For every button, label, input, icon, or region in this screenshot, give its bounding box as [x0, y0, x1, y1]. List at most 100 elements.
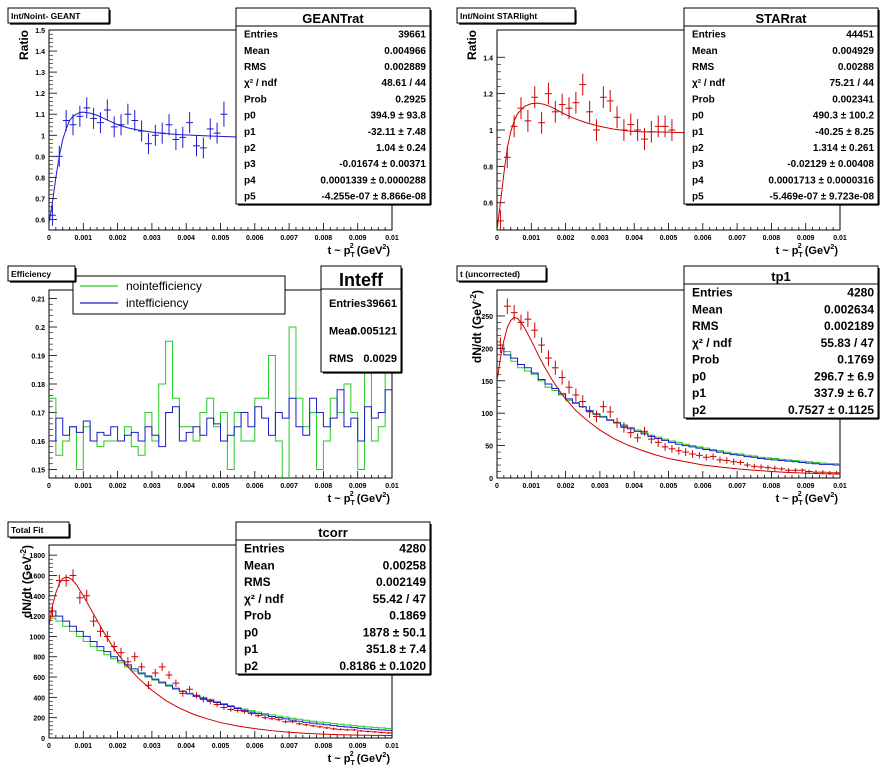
x-tick-label: 0.009	[349, 483, 367, 490]
x-tick-label: 0.01	[385, 483, 399, 490]
stats-frame	[235, 521, 431, 675]
x-tick-label: 0.007	[728, 483, 746, 490]
stats-value: 1.314 ± 0.261	[813, 143, 875, 154]
stats-label: p1	[692, 386, 706, 400]
chart-pad-3: 0 0.001 0.002 0.003 0.004 0.005 0.006 0.007 0.00…	[456, 265, 880, 507]
x-tick-label: 0.004	[177, 235, 195, 242]
y-tick-label: 250	[481, 314, 493, 321]
y-tick-label: 0.18	[31, 382, 45, 389]
stats-value: 0.1869	[389, 609, 426, 623]
y-axis-label: dN/dt (GeV-2)	[19, 545, 34, 618]
stats-label: RMS	[244, 575, 271, 589]
x-axis-label: t ~ pT2 (GeV2)	[776, 243, 839, 259]
x-tick-label: 0.007	[728, 235, 746, 242]
y-tick-label: 1.1	[35, 112, 45, 119]
stats-value: -32.11 ± 7.48	[368, 127, 427, 138]
x-tick-label: 0.001	[75, 483, 93, 490]
x-tick-label: 0.001	[75, 743, 93, 750]
y-tick-label: 1000	[29, 634, 45, 641]
y-tick-label: 1.2	[35, 91, 45, 98]
legend-label: intefficiency	[126, 296, 188, 310]
stats-value: -4.255e-07 ± 8.866e-08	[322, 192, 427, 203]
stats-label: Prob	[692, 353, 719, 367]
stats-value: 0.0001339 ± 0.0000288	[320, 175, 426, 186]
stats-value: 75.21 / 44	[830, 78, 875, 89]
stats-box: tp1 Entries 4280 Mean 0.002634 RMS 0.002189 χ² …	[683, 265, 880, 420]
stats-value: 55.83 / 47	[821, 336, 875, 350]
stats-title: Inteff	[339, 270, 384, 290]
stats-value: 48.61 / 44	[382, 78, 427, 89]
legend-label: nointefficiency	[126, 279, 202, 293]
x-tick-label: 0.008	[315, 743, 333, 750]
x-tick-label: 0.006	[246, 743, 264, 750]
stats-frame	[683, 265, 879, 419]
stats-label: p0	[244, 111, 256, 122]
stats-label: p3	[244, 159, 256, 170]
stats-value: 0.005121	[351, 325, 397, 337]
stats-value: 0.002634	[824, 302, 874, 316]
y-tick-label: 0.21	[31, 297, 45, 304]
histogram-intefficiency	[49, 389, 392, 448]
stats-label: p4	[692, 175, 704, 186]
x-tick-label: 0.003	[143, 483, 161, 490]
stats-frame	[683, 7, 879, 205]
x-tick-label: 0.008	[315, 483, 333, 490]
stats-title: STARrat	[755, 11, 807, 26]
stats-label: Entries	[244, 542, 285, 556]
x-tick-label: 0	[495, 235, 499, 242]
stats-label: Prob	[244, 94, 267, 105]
stats-value: 39661	[398, 30, 426, 41]
x-tick-label: 0.009	[797, 483, 815, 490]
y-tick-label: 150	[481, 379, 493, 386]
stats-title: tp1	[771, 269, 791, 284]
x-tick-label: 0.001	[523, 483, 541, 490]
stats-label: χ² / ndf	[244, 78, 278, 89]
stats-box: tcorr Entries 4280 Mean 0.00258 RMS 0.002149 χ²…	[235, 521, 432, 676]
y-tick-label: 0.8	[483, 164, 493, 171]
stats-label: Entries	[244, 30, 278, 41]
x-tick-label: 0.006	[694, 235, 712, 242]
y-tick-label: 0	[489, 476, 493, 483]
y-tick-label: 1	[41, 133, 45, 140]
x-tick-label: 0.003	[143, 235, 161, 242]
stats-value: 0.004966	[384, 46, 426, 57]
pad-title-box	[7, 7, 110, 24]
stats-label: RMS	[329, 353, 353, 365]
fit-curve	[497, 102, 710, 230]
stats-value: 0.002341	[832, 94, 874, 105]
stats-value: 55.42 / 47	[373, 592, 427, 606]
stats-label: p5	[244, 192, 256, 203]
pad-title-box	[456, 7, 576, 24]
stats-value: 1878 ± 50.1	[363, 625, 427, 639]
x-tick-label: 0.009	[349, 235, 367, 242]
y-tick-label: 0.17	[31, 410, 45, 417]
stats-value: 0.8186 ± 0.1020	[339, 659, 426, 673]
y-tick-label: 1.3	[35, 70, 45, 77]
y-tick-label: 0.8	[35, 175, 45, 182]
y-tick-label: 0.2	[35, 325, 45, 332]
legend: nointefficiency intefficiency	[72, 275, 286, 315]
stats-frame	[320, 265, 402, 373]
x-tick-label: 0.005	[212, 743, 230, 750]
stats-label: p2	[692, 403, 706, 417]
stats-label: Entries	[329, 298, 366, 310]
stats-label: p2	[244, 143, 256, 154]
y-axis-label: dN/dt (GeV-2)	[469, 290, 484, 363]
y-tick-label: 1	[489, 128, 493, 135]
stats-value: -40.25 ± 8.25	[815, 127, 874, 138]
stats-label: p1	[244, 642, 258, 656]
pad-title: Int/Noint- GEANT	[11, 11, 81, 21]
stats-value: 337.9 ± 6.7	[814, 386, 874, 400]
stats-value: 4280	[399, 542, 426, 556]
chart-pad-0: 0 0.001 0.002 0.003 0.004 0.005 0.006 0.007 0.00…	[7, 7, 432, 259]
x-tick-label: 0.01	[833, 483, 847, 490]
pad-title: t (uncorrected)	[460, 269, 520, 279]
stats-label: Mean	[244, 46, 270, 57]
pad-title: Int/Noint STARlight	[460, 11, 537, 21]
y-tick-label: 0.6	[35, 217, 45, 224]
y-tick-label: 0.9	[35, 154, 45, 161]
stats-value: 0.002149	[376, 575, 426, 589]
x-tick-label: 0.007	[280, 483, 298, 490]
stats-value: 351.8 ± 7.4	[366, 642, 426, 656]
stats-label: p5	[692, 192, 704, 203]
